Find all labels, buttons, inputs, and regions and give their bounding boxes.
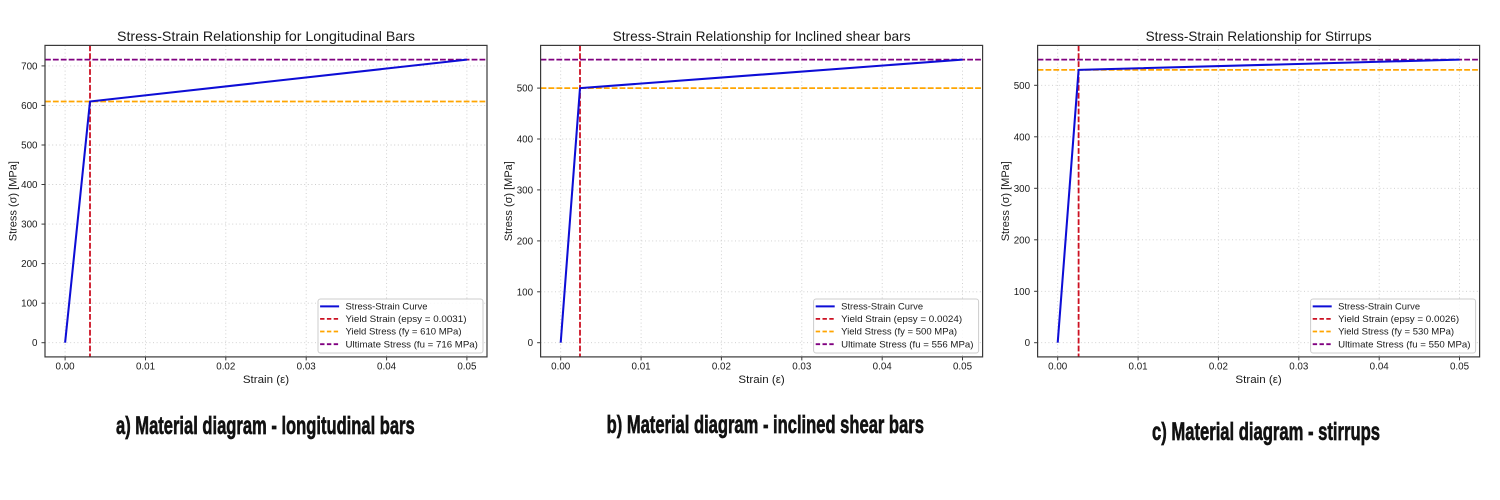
svg-text:600: 600: [21, 101, 38, 112]
svg-text:400: 400: [517, 135, 534, 146]
svg-text:300: 300: [517, 185, 534, 196]
svg-text:200: 200: [517, 236, 534, 247]
svg-text:0.00: 0.00: [56, 362, 76, 373]
svg-text:Strain (ε): Strain (ε): [1235, 374, 1281, 386]
svg-text:0: 0: [32, 338, 38, 349]
svg-text:0.04: 0.04: [873, 362, 893, 373]
svg-text:500: 500: [517, 84, 534, 95]
svg-text:Stress-Strain Relationship for: Stress-Strain Relationship for Longitudi…: [117, 28, 415, 44]
svg-text:0: 0: [528, 338, 534, 349]
svg-text:Stress (σ) [MPa]: Stress (σ) [MPa]: [503, 161, 515, 241]
svg-text:Yield Strain (epsy = 0.0026): Yield Strain (epsy = 0.0026): [1338, 314, 1459, 324]
svg-text:Stress-Strain Relationship for: Stress-Strain Relationship for Inclined …: [613, 28, 911, 44]
svg-text:c) Material diagram - stirrups: c) Material diagram - stirrups: [1152, 418, 1380, 446]
svg-text:0.00: 0.00: [1048, 362, 1068, 373]
svg-text:Ultimate Stress (fu = 716 MPa): Ultimate Stress (fu = 716 MPa): [346, 339, 478, 349]
svg-text:0.04: 0.04: [1370, 362, 1390, 373]
svg-text:Strain (ε): Strain (ε): [738, 374, 784, 386]
svg-text:0.03: 0.03: [297, 362, 317, 373]
svg-text:Strain (ε): Strain (ε): [243, 374, 289, 386]
svg-text:200: 200: [21, 259, 38, 270]
svg-text:0.02: 0.02: [1209, 362, 1228, 373]
svg-text:0.00: 0.00: [551, 362, 571, 373]
svg-text:500: 500: [21, 141, 38, 152]
svg-text:Yield Stress (fy = 530 MPa): Yield Stress (fy = 530 MPa): [1338, 327, 1454, 337]
svg-text:Yield Strain (epsy = 0.0031): Yield Strain (epsy = 0.0031): [346, 314, 467, 324]
svg-text:0.05: 0.05: [457, 362, 477, 373]
svg-text:Stress-Strain Curve: Stress-Strain Curve: [841, 302, 923, 312]
svg-text:100: 100: [517, 287, 534, 298]
svg-text:0.03: 0.03: [792, 362, 812, 373]
svg-text:Ultimate Stress (fu = 550 MPa): Ultimate Stress (fu = 550 MPa): [1338, 339, 1470, 349]
svg-text:Stress (σ) [MPa]: Stress (σ) [MPa]: [1000, 161, 1012, 241]
svg-text:Yield Stress (fy = 500 MPa): Yield Stress (fy = 500 MPa): [841, 327, 957, 337]
svg-text:100: 100: [1014, 287, 1031, 298]
svg-text:300: 300: [1014, 184, 1031, 195]
svg-text:400: 400: [21, 180, 38, 191]
svg-text:Stress-Strain Relationship for: Stress-Strain Relationship for Stirrups: [1146, 28, 1372, 44]
svg-text:Ultimate Stress (fu = 556 MPa): Ultimate Stress (fu = 556 MPa): [841, 339, 973, 349]
svg-text:0.01: 0.01: [632, 362, 651, 373]
svg-text:Yield Stress (fy = 610 MPa): Yield Stress (fy = 610 MPa): [346, 327, 462, 337]
svg-text:0.03: 0.03: [1289, 362, 1309, 373]
svg-text:0.01: 0.01: [136, 362, 155, 373]
svg-text:b) Material diagram - inclined: b) Material diagram - inclined shear bar…: [607, 411, 924, 439]
svg-text:100: 100: [21, 299, 38, 310]
svg-text:200: 200: [1014, 235, 1031, 246]
svg-text:400: 400: [1014, 132, 1031, 143]
svg-text:0.02: 0.02: [712, 362, 731, 373]
svg-text:a) Material diagram - longitud: a) Material diagram - longitudinal bars: [116, 412, 415, 440]
svg-text:0.02: 0.02: [216, 362, 235, 373]
svg-text:Stress-Strain Curve: Stress-Strain Curve: [346, 302, 428, 312]
svg-text:0.01: 0.01: [1129, 362, 1148, 373]
svg-text:0.04: 0.04: [377, 362, 397, 373]
svg-text:300: 300: [21, 220, 38, 231]
svg-text:0: 0: [1025, 338, 1031, 349]
svg-text:Stress (σ) [MPa]: Stress (σ) [MPa]: [8, 161, 20, 241]
svg-text:500: 500: [1014, 81, 1031, 92]
svg-text:Stress-Strain Curve: Stress-Strain Curve: [1338, 302, 1420, 312]
svg-text:0.05: 0.05: [953, 362, 973, 373]
svg-text:Yield Strain (epsy = 0.0024): Yield Strain (epsy = 0.0024): [841, 314, 962, 324]
svg-text:0.05: 0.05: [1450, 362, 1470, 373]
svg-text:700: 700: [21, 61, 38, 72]
